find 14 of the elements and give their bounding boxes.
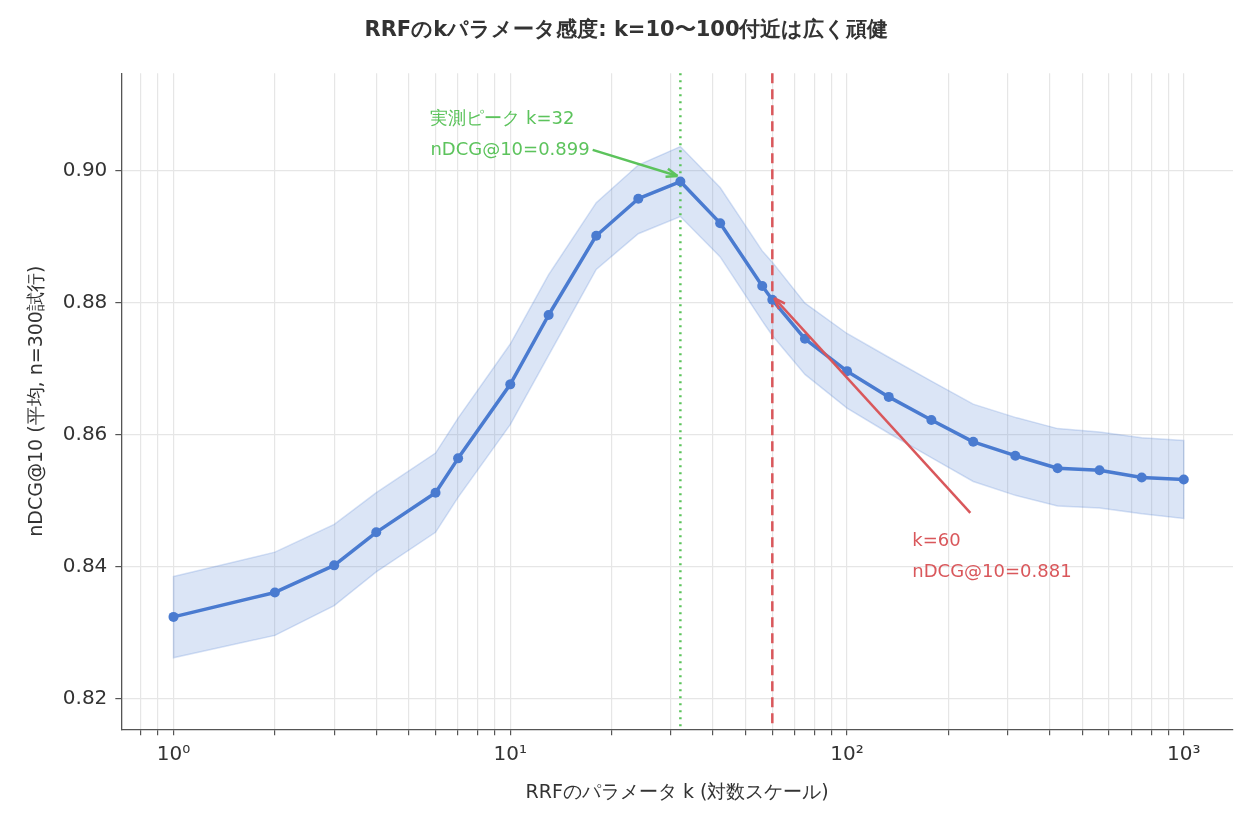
annotation: k=60 nDCG@10=0.881 bbox=[912, 528, 1072, 581]
x-tick-label: 10¹ bbox=[493, 741, 527, 766]
y-tick-label: 0.84 bbox=[62, 552, 108, 577]
y-axis-title: nDCG@10 (平均, n=300試行) bbox=[24, 265, 47, 537]
y-tick-label: 0.90 bbox=[62, 156, 108, 181]
x-tick-label: 10² bbox=[830, 741, 864, 766]
annotation: 実測ピーク k=32 nDCG@10=0.899 bbox=[430, 106, 590, 159]
chart-title: RRFのkパラメータ感度: k=10〜100付近は広く頑健 bbox=[364, 17, 889, 42]
x-tick-label: 10³ bbox=[1167, 741, 1201, 766]
x-axis-title: RRFのパラメータ k (対数スケール) bbox=[525, 779, 829, 802]
y-tick-label: 0.88 bbox=[62, 288, 108, 313]
y-tick-label: 0.86 bbox=[62, 420, 108, 445]
y-tick-label: 0.82 bbox=[62, 685, 108, 710]
x-tick-label: 10⁰ bbox=[156, 741, 191, 766]
